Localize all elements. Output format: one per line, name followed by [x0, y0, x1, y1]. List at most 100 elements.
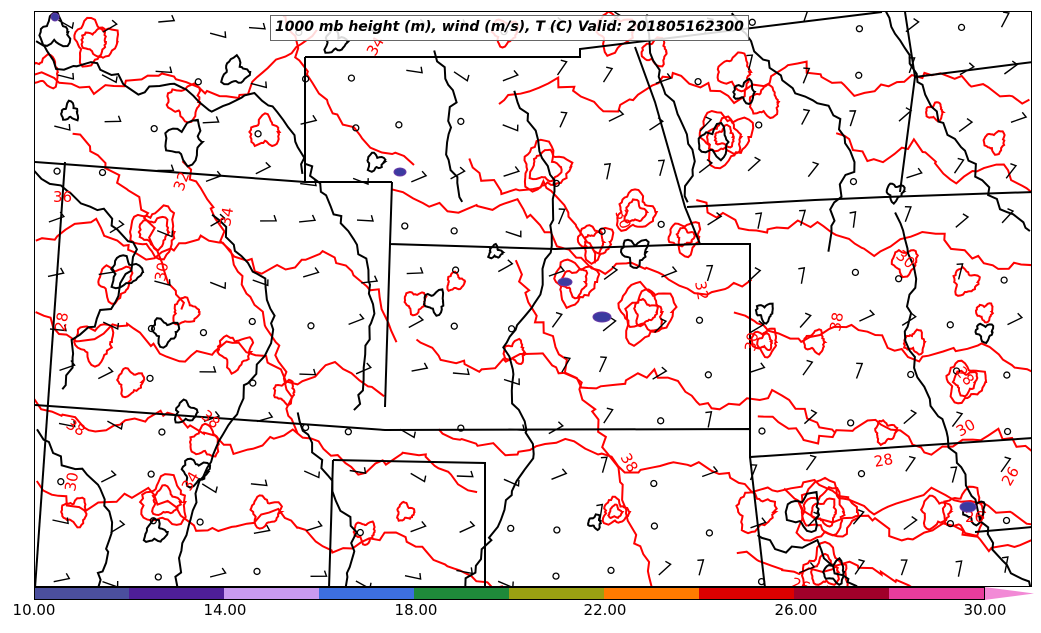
contour-value-label: 30 [611, 207, 634, 231]
precip-spot [959, 501, 977, 513]
wind-barb [110, 519, 126, 534]
wind-barb [953, 157, 965, 174]
wind-barb [97, 366, 114, 380]
wind-barb [903, 516, 918, 531]
wind-barb [157, 164, 175, 172]
contour-value-label: 36 [53, 188, 72, 206]
wind-barb [1000, 12, 1010, 28]
height-contour-line [36, 428, 114, 586]
colorbar-tick-label: 22.00 [583, 601, 627, 619]
wind-barb [252, 279, 269, 287]
wind-barb [701, 465, 719, 478]
wind-barb [52, 517, 69, 525]
temperature-contour-line [181, 160, 299, 435]
calm-wind-circle [450, 227, 458, 235]
calm-wind-circle [748, 18, 756, 26]
calm-wind-circle [249, 379, 257, 387]
height-contour-loop [150, 317, 181, 349]
wind-barbs [47, 12, 1028, 586]
wind-barb [406, 267, 424, 275]
calm-wind-circle [894, 275, 903, 283]
temperature-contour-loop [553, 258, 601, 310]
height-contour-line [35, 40, 306, 175]
temperature-contour-line [35, 398, 478, 494]
wind-barb [54, 123, 71, 131]
temperature-contour-line [514, 259, 653, 586]
temperature-contour-loop [952, 265, 981, 297]
wind-barb [300, 114, 318, 125]
temperature-contour-loop [802, 328, 828, 356]
wind-barb [658, 560, 672, 576]
temperature-contour-loop [974, 302, 995, 324]
temperature-contour-loop [919, 494, 954, 531]
temperature-contour-loop [607, 503, 625, 520]
colorbar-swatch [34, 587, 130, 600]
calm-wind-circle [1003, 371, 1011, 379]
height-contour-loop [486, 242, 506, 260]
precip-spots [50, 12, 977, 513]
calm-wind-circle [301, 423, 310, 432]
wind-barb [260, 214, 278, 222]
temperature-contour-loop [902, 328, 927, 356]
wind-barb [411, 170, 428, 183]
wind-barb [205, 170, 223, 183]
calm-wind-circle [149, 517, 157, 525]
temperature-contour-line [437, 428, 1031, 526]
height-contour-line [730, 12, 856, 252]
wind-barb [699, 116, 713, 132]
contour-value-label: 30 [741, 331, 762, 353]
temperature-contour-loop [705, 115, 744, 155]
wind-barb [598, 356, 608, 373]
colorbar-tick-label: 26.00 [774, 601, 818, 619]
wind-barb [749, 464, 758, 481]
height-contour-line [305, 162, 376, 411]
wind-barb [406, 66, 423, 74]
border-line [974, 526, 1031, 533]
border-line [35, 161, 66, 586]
colorbar-tick-label: 14.00 [203, 601, 247, 619]
wind-barb [955, 213, 970, 228]
temperature-contour-loop [748, 82, 781, 120]
wind-barb [1005, 163, 1018, 179]
temperature-contour-loop [97, 264, 134, 305]
calm-wind-circle [395, 121, 403, 129]
wind-barb [503, 378, 520, 386]
temperature-contour-loop [951, 369, 979, 398]
wind-barb [1001, 208, 1015, 224]
contour-value-label: 26 [965, 508, 984, 526]
calm-wind-circle [154, 573, 162, 581]
wind-barb [101, 74, 118, 84]
temperature-contour-loop [502, 337, 527, 366]
wind-barb [502, 69, 519, 82]
calm-wind-circle [507, 325, 516, 333]
calm-wind-circle [507, 524, 515, 533]
calm-wind-circle [150, 124, 158, 133]
calm-wind-circle [254, 130, 262, 138]
calm-wind-circle [457, 117, 465, 126]
calm-wind-circle [553, 526, 561, 534]
height-contour-line [644, 14, 696, 203]
wind-barb [355, 580, 372, 586]
wind-barb [408, 315, 425, 329]
calm-wind-circle [307, 322, 315, 330]
wind-barb [600, 456, 608, 473]
colorbar-tick-label: 30.00 [963, 601, 1007, 619]
wind-barb [854, 558, 866, 575]
border-line [749, 456, 766, 586]
temperature-contour-line [72, 132, 186, 310]
wind-barb [805, 454, 817, 471]
calm-wind-circle [650, 522, 659, 530]
height-contour-loop [732, 77, 757, 105]
wind-barb [802, 359, 814, 376]
temperature-contour-loop [623, 198, 650, 224]
temperature-contour-loop [874, 419, 899, 447]
contour-value-label: 28 [873, 450, 895, 471]
border-line [332, 459, 486, 586]
wind-barb [604, 162, 611, 180]
wind-barb [705, 410, 713, 428]
temperature-contour-loop [583, 230, 607, 255]
calm-wind-circle [552, 572, 560, 580]
